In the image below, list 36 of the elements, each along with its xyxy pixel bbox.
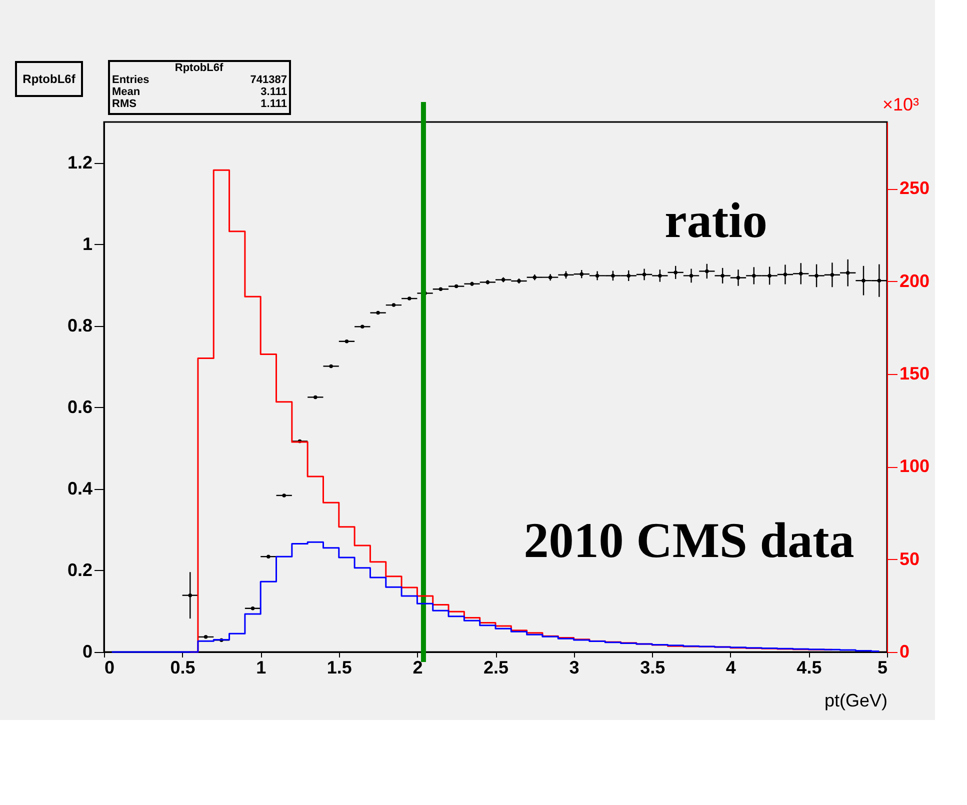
x-tick-label: 4.5	[796, 658, 822, 678]
text: 1.111	[260, 98, 287, 110]
y-tick-label: 0.8	[67, 315, 92, 336]
x-tick-label: 0.5	[170, 658, 196, 678]
x-tick-label: 2	[412, 658, 423, 678]
text: 3.111	[260, 86, 287, 98]
x-tick-label: 1.5	[326, 658, 352, 678]
x-tick-label: 5	[877, 658, 888, 678]
x-tick-label: 3.5	[640, 658, 666, 678]
text: RptobL6f	[22, 72, 76, 86]
x-tick-label: 1	[256, 658, 266, 678]
y-tick-label: 1	[82, 234, 92, 254]
text: 741387	[250, 74, 287, 86]
x-tick-label: 4	[726, 658, 736, 678]
y-tick-label: 0.4	[67, 478, 92, 498]
text: RptobL6f	[174, 62, 224, 74]
annotation: ratio	[664, 192, 768, 248]
annotation: 2010 CMS data	[524, 512, 854, 568]
x-tick-label: 2.5	[483, 658, 509, 678]
y2-tick-label: 0	[900, 642, 910, 662]
x-tick-label: 3	[569, 658, 580, 678]
y2-tick-label: 250	[900, 178, 930, 198]
y-tick-label: 0	[82, 642, 92, 662]
text: Entries	[112, 74, 150, 86]
text: RMS	[112, 98, 136, 110]
y2-tick-label: 100	[900, 456, 930, 476]
text: Mean	[112, 86, 140, 98]
y-tick-label: 1.2	[67, 152, 92, 172]
y2-tick-label: 50	[900, 548, 920, 569]
y2-tick-label: 150	[900, 364, 930, 384]
y2-tick-label: 200	[900, 270, 930, 291]
y-tick-label: 0.6	[67, 396, 92, 417]
y2-axis-title: ×10³	[882, 94, 920, 114]
y-tick-label: 0.2	[67, 560, 92, 580]
x-axis-title: pt(GeV)	[824, 690, 888, 710]
x-tick-label: 0	[104, 658, 115, 678]
